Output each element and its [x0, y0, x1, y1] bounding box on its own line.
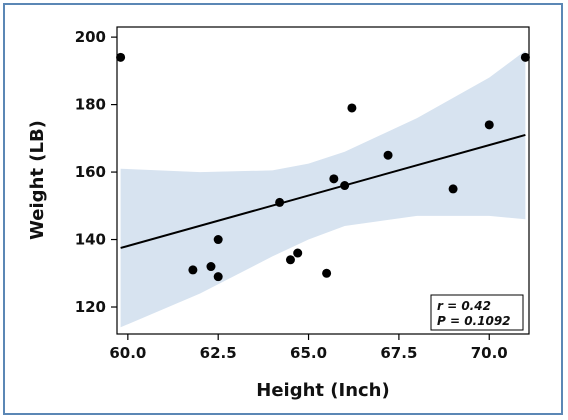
- data-point: [347, 103, 357, 113]
- regression-line: [120, 133, 526, 249]
- x-axis-title: Height (Inch): [256, 380, 389, 401]
- x-tick-label: 67.5: [380, 344, 417, 362]
- data-point: [322, 268, 332, 278]
- data-point: [448, 184, 458, 194]
- y-tick-label: 140: [75, 231, 106, 249]
- x-tick-label: 60.0: [109, 344, 146, 362]
- x-axis-ticks: 60.0 62.5 65.0 67.5 70.0: [109, 334, 508, 362]
- data-point: [293, 248, 303, 258]
- y-tick-label: 160: [75, 163, 106, 181]
- stats-r-value: r = 0.42: [437, 299, 491, 313]
- y-axis-ticks: 120 140 160 180 200: [75, 28, 117, 316]
- data-point: [520, 52, 530, 62]
- stats-box: r = 0.42 P = 0.1092: [430, 294, 524, 331]
- data-point: [329, 174, 339, 184]
- data-point: [206, 262, 216, 272]
- x-tick-label: 70.0: [471, 344, 508, 362]
- y-tick-label: 120: [75, 298, 106, 316]
- y-axis-title: Weight (LB): [27, 120, 48, 240]
- data-point: [116, 52, 126, 62]
- plot-area-border: [116, 26, 530, 335]
- data-point: [188, 265, 198, 275]
- data-point: [383, 150, 393, 160]
- y-tick-label: 200: [75, 28, 106, 46]
- x-tick-label: 65.0: [290, 344, 327, 362]
- data-point: [340, 181, 350, 191]
- data-point: [213, 272, 223, 282]
- data-points-layer: [116, 52, 530, 282]
- confidence-band-layer: [120, 50, 526, 328]
- data-point: [484, 120, 494, 130]
- data-point: [275, 197, 285, 207]
- y-tick-label: 180: [75, 96, 106, 114]
- stats-p-value: P = 0.1092: [437, 314, 511, 328]
- regression-line-layer: [120, 133, 526, 249]
- x-tick-label: 62.5: [200, 344, 237, 362]
- data-point: [285, 255, 295, 265]
- data-point: [213, 235, 223, 245]
- confidence-band: [120, 50, 526, 328]
